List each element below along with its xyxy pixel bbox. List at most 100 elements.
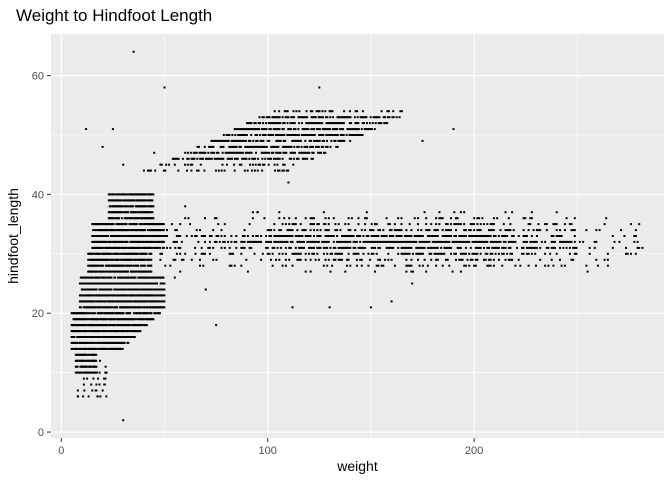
data-point (179, 223, 182, 226)
data-point (361, 122, 364, 125)
data-point (92, 359, 95, 362)
data-point (304, 270, 307, 273)
data-point (163, 288, 166, 291)
data-point (299, 223, 302, 226)
data-point (259, 163, 262, 166)
data-point (310, 145, 313, 148)
data-point (555, 229, 558, 232)
data-point (326, 235, 329, 237)
data-point (451, 270, 454, 273)
data-point (278, 258, 281, 261)
data-point (127, 330, 130, 333)
data-point (308, 139, 311, 142)
data-point (217, 223, 220, 226)
data-point (453, 235, 456, 237)
data-point (95, 235, 97, 237)
data-point (85, 353, 87, 356)
data-point (168, 163, 171, 166)
data-point (161, 252, 163, 255)
data-point (240, 252, 243, 255)
data-point (140, 312, 143, 315)
data-point (306, 235, 309, 237)
data-point (144, 193, 147, 196)
data-point (114, 324, 117, 327)
data-point (117, 252, 120, 255)
data-point (349, 264, 352, 267)
data-point (252, 139, 255, 142)
data-point (246, 122, 249, 125)
data-point (208, 145, 211, 148)
data-point (259, 139, 262, 142)
data-point (421, 264, 424, 267)
data-point (476, 217, 479, 220)
data-point (287, 145, 290, 148)
data-point (88, 330, 91, 333)
data-point (636, 246, 639, 249)
data-point (334, 128, 337, 131)
data-point (248, 145, 251, 148)
data-point (313, 223, 315, 226)
data-point (370, 235, 373, 237)
data-point (497, 240, 500, 243)
data-point (112, 312, 115, 315)
data-point (81, 365, 84, 368)
data-point (92, 341, 95, 344)
data-point (382, 264, 385, 267)
data-point (400, 235, 403, 237)
data-point (204, 240, 206, 243)
data-point (128, 276, 131, 279)
data-point (388, 229, 391, 232)
data-point (281, 169, 284, 172)
data-point (102, 246, 105, 249)
data-point (484, 252, 487, 255)
data-point (105, 371, 108, 374)
data-point (355, 252, 358, 255)
data-point (478, 246, 481, 249)
data-point (121, 223, 124, 226)
data-point (199, 264, 201, 267)
data-point (222, 157, 225, 160)
data-point (316, 223, 319, 226)
data-point (255, 128, 258, 131)
data-point (162, 169, 165, 172)
data-point (408, 223, 411, 226)
data-point (230, 235, 233, 237)
data-point (193, 157, 196, 160)
data-point (341, 252, 343, 255)
data-point (254, 157, 257, 160)
data-point (441, 264, 444, 267)
data-point (131, 217, 133, 220)
data-point (354, 252, 357, 255)
data-point (418, 235, 421, 237)
data-point (197, 169, 200, 172)
data-point (313, 128, 316, 131)
data-point (506, 252, 509, 255)
data-point (428, 252, 431, 255)
data-point (585, 264, 588, 267)
data-point (370, 240, 373, 243)
data-point (390, 246, 393, 249)
data-point (265, 246, 268, 249)
data-point (507, 246, 510, 249)
data-point (387, 246, 390, 249)
data-point (283, 240, 286, 243)
data-point (265, 235, 268, 237)
data-point (150, 258, 153, 261)
data-point (326, 240, 329, 243)
data-point (356, 116, 359, 119)
data-point (261, 252, 264, 255)
data-point (464, 240, 467, 243)
data-point (443, 246, 446, 249)
data-point (120, 217, 123, 220)
data-point (362, 240, 365, 243)
data-point (507, 229, 510, 232)
data-point (461, 240, 464, 243)
data-point (400, 229, 403, 232)
data-point (264, 122, 267, 125)
data-point (259, 122, 262, 125)
data-point (290, 134, 293, 136)
data-point (256, 128, 259, 131)
data-point (288, 128, 291, 131)
data-point (154, 282, 157, 285)
data-point (534, 252, 537, 255)
